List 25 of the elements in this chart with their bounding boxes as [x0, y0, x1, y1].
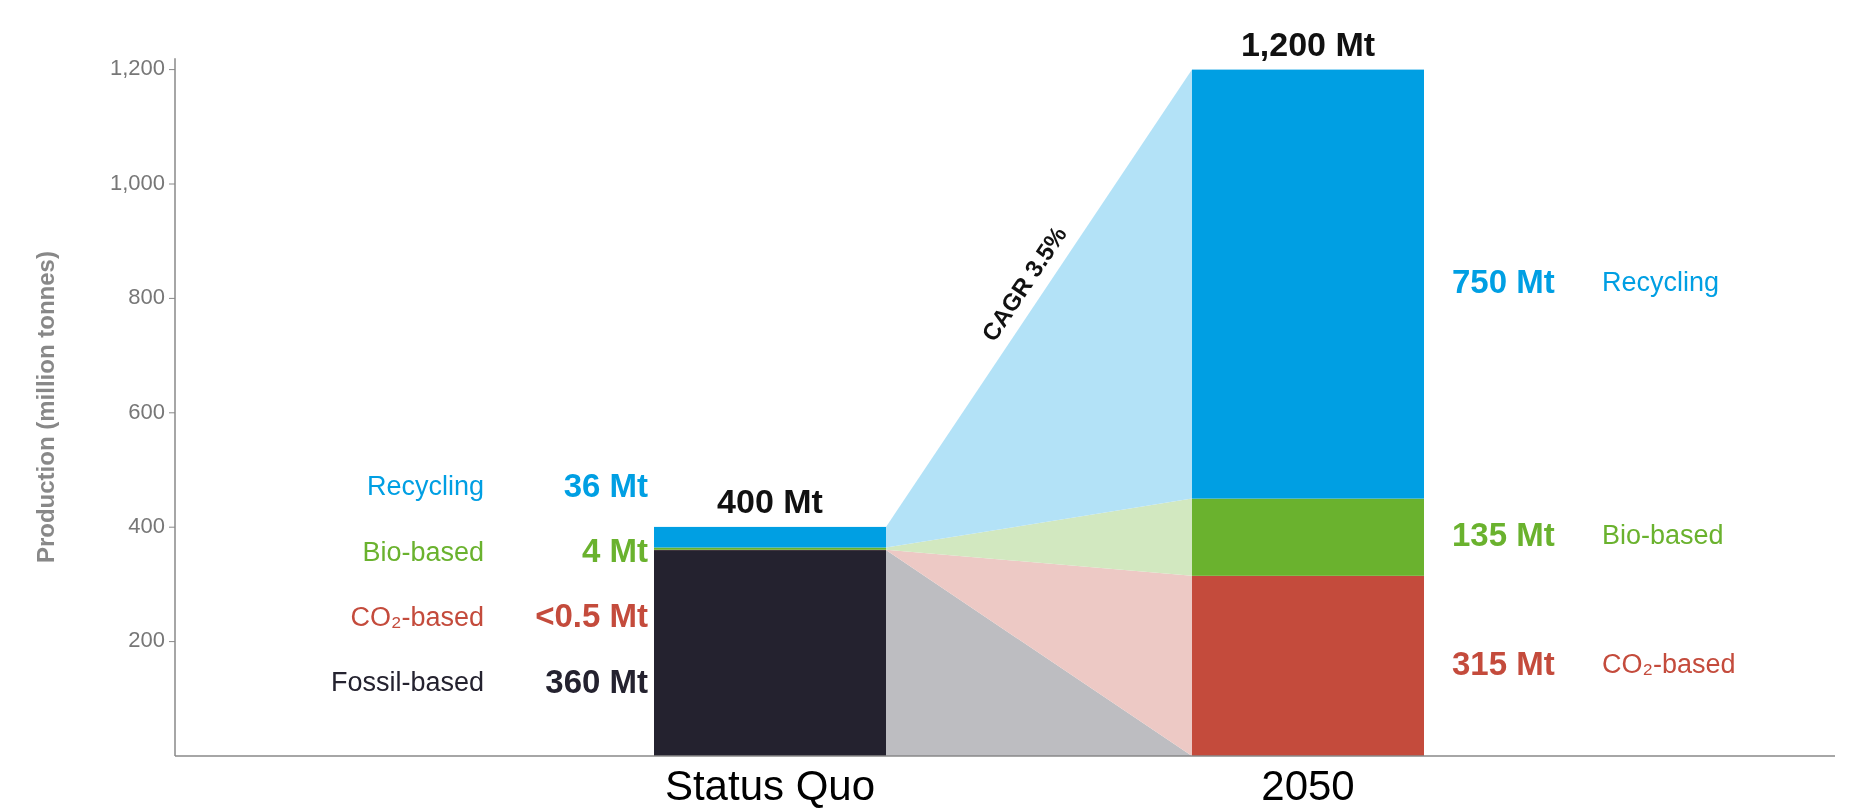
- text: Bio-based: [1602, 520, 1724, 551]
- annotation: 360 Mt: [545, 662, 648, 700]
- x-tick-label: 2050: [1261, 762, 1355, 809]
- text: CO₂-based: [350, 601, 484, 632]
- text: Fossil-based: [330, 667, 484, 698]
- annotation: 135 Mt: [1452, 515, 1555, 553]
- annotation: 36 Mt: [563, 467, 648, 505]
- annotation: 4 Mt: [582, 532, 649, 570]
- y-tick-label: 200: [128, 627, 165, 653]
- annotation: 750 Mt: [1452, 262, 1555, 300]
- total-label: 1,200 Mt: [1240, 24, 1376, 63]
- y-tick-label: 1,200: [109, 55, 165, 81]
- text: Bio-based: [362, 536, 484, 567]
- annotation: <0.5 Mt: [535, 597, 649, 635]
- x-tick-label: Status Quo: [664, 762, 876, 809]
- y-tick-label: 800: [128, 284, 165, 310]
- y-tick-label: 1,000: [109, 169, 165, 195]
- text: CO₂-based: [1602, 649, 1736, 680]
- total-label: 400 Mt: [717, 481, 823, 520]
- y-axis-title: Production (million tonnes): [32, 251, 59, 564]
- text: Recycling: [366, 471, 484, 502]
- annotation: 315 Mt: [1452, 644, 1555, 682]
- y-tick-label: 400: [128, 513, 165, 539]
- text: Recycling: [1602, 267, 1720, 298]
- y-tick-label: 600: [128, 398, 165, 424]
